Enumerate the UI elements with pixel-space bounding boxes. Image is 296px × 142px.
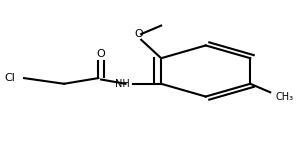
Text: Cl: Cl xyxy=(4,73,15,83)
Text: O: O xyxy=(97,49,106,59)
Text: NH: NH xyxy=(115,79,130,89)
Text: O: O xyxy=(134,29,143,39)
Text: CH₃: CH₃ xyxy=(276,92,294,102)
